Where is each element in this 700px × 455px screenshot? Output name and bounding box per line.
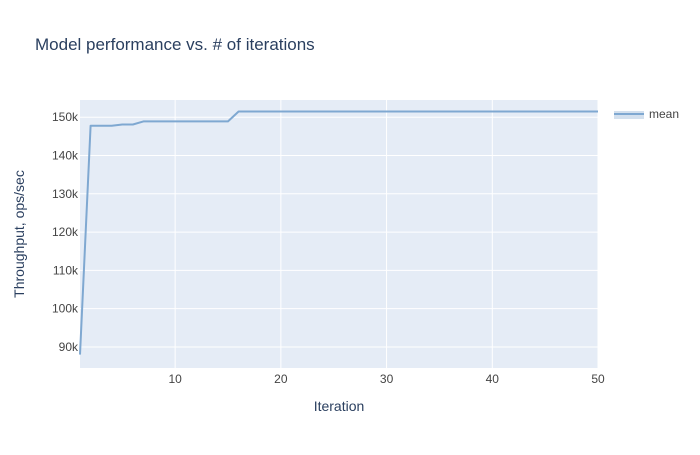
series-line-mean [79,110,598,355]
y-axis-ticks: 90k 100k 110k 120k 130k 140k 150k [52,110,79,354]
y-tick-label: 140k [52,149,79,163]
x-tick-label: 10 [168,372,182,386]
series-layer [79,110,598,355]
x-tick-label: 20 [274,372,288,386]
x-tick-label: 30 [380,372,394,386]
chart-title: Model performance vs. # of iterations [35,35,315,54]
x-axis-title: Iteration [314,398,365,414]
y-tick-label: 130k [52,187,79,201]
legend-label: mean [649,107,679,121]
y-tick-label: 100k [52,302,79,316]
y-axis-title: Throughput, ops/sec [11,170,27,298]
x-tick-label: 40 [486,372,500,386]
x-axis-ticks: 10 20 30 40 50 [168,372,605,386]
legend-item-mean[interactable]: mean [614,107,679,121]
grid-lines [80,100,599,368]
y-tick-label: 90k [59,340,79,354]
y-tick-label: 110k [53,263,79,277]
y-tick-label: 150k [52,110,79,124]
x-tick-label: 50 [591,372,605,386]
plot-area [80,100,598,368]
legend[interactable]: mean [614,107,679,121]
y-tick-label: 120k [52,225,79,239]
